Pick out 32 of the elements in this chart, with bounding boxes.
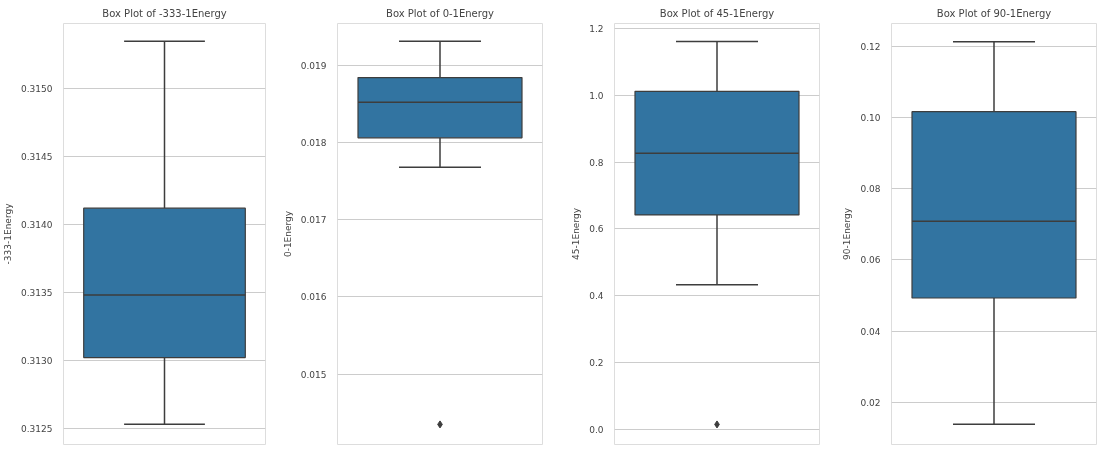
y-tick-label: 0.10 bbox=[860, 113, 881, 124]
y-tick-label: 0.015 bbox=[300, 369, 327, 380]
y-axis-title: 0-1Energy bbox=[282, 210, 293, 258]
chart-title: Box Plot of 45-1Energy bbox=[659, 7, 775, 19]
y-tick-label: 0.3130 bbox=[21, 355, 53, 366]
y-tick-label: 0.6 bbox=[589, 224, 604, 235]
y-tick-label: 0.3145 bbox=[21, 152, 53, 163]
y-tick-label: 0.3135 bbox=[21, 287, 53, 298]
y-tick-label: 0.12 bbox=[860, 42, 881, 53]
y-tick-label: 0.02 bbox=[860, 397, 881, 408]
y-tick-label: 0.3125 bbox=[21, 423, 53, 434]
y-tick-label: 1.2 bbox=[589, 24, 604, 35]
y-tick-label: 0.3150 bbox=[21, 84, 53, 95]
y-tick-label: 0.08 bbox=[860, 184, 881, 195]
y-axis-title: 90-1Energy bbox=[842, 207, 853, 260]
y-tick-label: 1.0 bbox=[589, 90, 604, 101]
y-axis-title: 45-1Energy bbox=[571, 207, 582, 260]
chart-title: Box Plot of -333-1Energy bbox=[102, 7, 227, 19]
y-tick-label: 0.8 bbox=[589, 157, 604, 168]
y-tick-label: 0.3140 bbox=[21, 219, 53, 230]
y-tick-label: 0.017 bbox=[300, 215, 327, 226]
y-axis-title: -333-1Energy bbox=[3, 202, 14, 265]
y-tick-label: 0.4 bbox=[589, 291, 604, 302]
y-tick-label: 0.019 bbox=[300, 60, 327, 71]
y-tick-label: 0.0 bbox=[589, 424, 604, 435]
chart-title: Box Plot of 90-1Energy bbox=[936, 7, 1052, 19]
y-tick-label: 0.2 bbox=[589, 358, 604, 369]
y-tick-label: 0.06 bbox=[860, 255, 881, 266]
y-tick-label: 0.018 bbox=[300, 137, 327, 148]
y-tick-label: 0.04 bbox=[860, 326, 881, 337]
chart-title: Box Plot of 0-1Energy bbox=[386, 7, 495, 19]
y-tick-label: 0.016 bbox=[300, 292, 327, 303]
